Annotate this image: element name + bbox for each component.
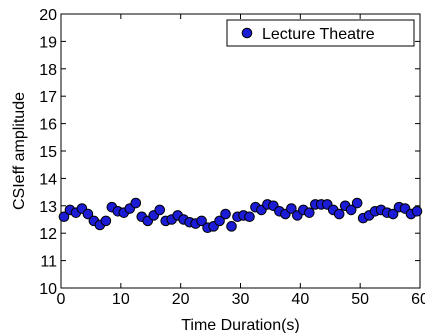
- legend-box: [226, 19, 415, 47]
- x-tick-label: 0: [57, 291, 66, 308]
- y-tick-label: 10: [39, 281, 57, 298]
- data-point: [226, 221, 237, 232]
- data-point: [100, 215, 112, 227]
- data-point: [58, 211, 70, 223]
- y-tick-label: 17: [39, 89, 57, 106]
- y-tick-label: 15: [39, 144, 57, 161]
- data-point: [130, 197, 142, 209]
- data-point: [387, 208, 399, 220]
- legend: Lecture Theatre: [226, 19, 415, 47]
- y-tick-label: 20: [39, 7, 57, 24]
- data-point: [345, 204, 357, 216]
- y-tick-label: 12: [39, 226, 57, 243]
- x-tick-label: 40: [291, 291, 309, 308]
- x-tick-label: 50: [351, 291, 369, 308]
- x-tick-label: 20: [172, 291, 190, 308]
- data-point: [304, 207, 315, 218]
- y-tick-label: 14: [39, 171, 57, 188]
- y-axis-label: CSIeff amplitude: [11, 92, 28, 210]
- data-point: [214, 215, 225, 227]
- legend-label: Lecture Theatre: [262, 26, 375, 43]
- y-tick-label: 18: [39, 62, 57, 79]
- data-point: [244, 211, 255, 223]
- x-tick-label: 30: [232, 291, 250, 308]
- data-point: [82, 208, 94, 220]
- data-point: [351, 197, 363, 209]
- data-points: [58, 197, 423, 234]
- x-tick-label: 60: [411, 291, 425, 308]
- data-point: [196, 215, 207, 227]
- x-tick-label: 10: [112, 291, 130, 308]
- data-point: [220, 208, 231, 220]
- y-tick-label: 19: [39, 34, 57, 51]
- data-point: [154, 204, 166, 216]
- data-point: [411, 205, 423, 217]
- plot-area: [60, 13, 421, 289]
- y-tick-label: 11: [40, 254, 57, 271]
- y-tick-label: 13: [39, 199, 57, 216]
- x-axis-label: Time Duration(s): [181, 317, 300, 333]
- legend-marker: [241, 27, 253, 39]
- data-point: [286, 203, 297, 214]
- data-point: [333, 208, 345, 220]
- y-tick-label: 16: [39, 117, 57, 134]
